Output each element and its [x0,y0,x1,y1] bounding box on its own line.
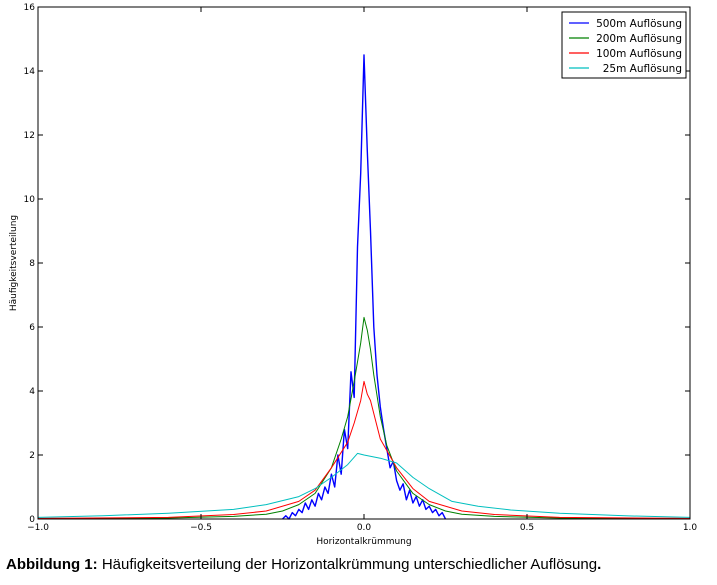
caption-label: Abbildung 1: [6,556,98,573]
y-tick-label: 8 [29,259,35,269]
series-line-1 [37,316,691,520]
y-tick-label: 2 [29,451,35,461]
series-line-2 [37,380,691,519]
x-tick-label: −0.5 [190,523,212,533]
y-tick-label: 14 [24,67,36,77]
legend-label-1: 200m Auflösung [596,33,682,45]
x-tick-label: 0.5 [520,523,534,533]
y-axis-label: Häufigkeitsverteilung [9,215,19,311]
legend-label-3: 25m Auflösung [603,63,682,75]
ticks-group: −1.0 −0.5 0.0 0.5 1.0 0 2 4 6 8 10 12 14 16 [24,3,698,533]
y-tick-label: 12 [24,131,35,141]
y-tick-label: 0 [29,515,35,525]
x-tick-label: −1.0 [27,523,49,533]
legend-label-2: 100m Auflösung [596,48,682,60]
series-group [37,54,691,520]
x-tick-label: 1.0 [683,523,698,533]
figure-caption: Abbildung 1: Häufigkeitsverteilung der H… [6,556,711,573]
y-tick-label: 10 [24,195,36,205]
series-line-0 [282,54,447,520]
y-tick-label: 16 [24,3,36,13]
legend-label-0: 500m Auflösung [596,18,682,30]
y-tick-label: 4 [29,387,35,397]
legend: 500m Auflösung 200m Auflösung 100m Auflösu… [561,11,687,79]
x-axis-label: Horizontalkrümmung [316,537,411,547]
series-line-3 [37,452,691,518]
y-tick-label: 6 [29,323,35,333]
x-tick-label: 0.0 [357,523,372,533]
caption-text: Häufigkeitsverteilung der Horizontalkrüm… [97,556,598,573]
plot-area [38,7,690,519]
caption-end: . [597,556,602,573]
